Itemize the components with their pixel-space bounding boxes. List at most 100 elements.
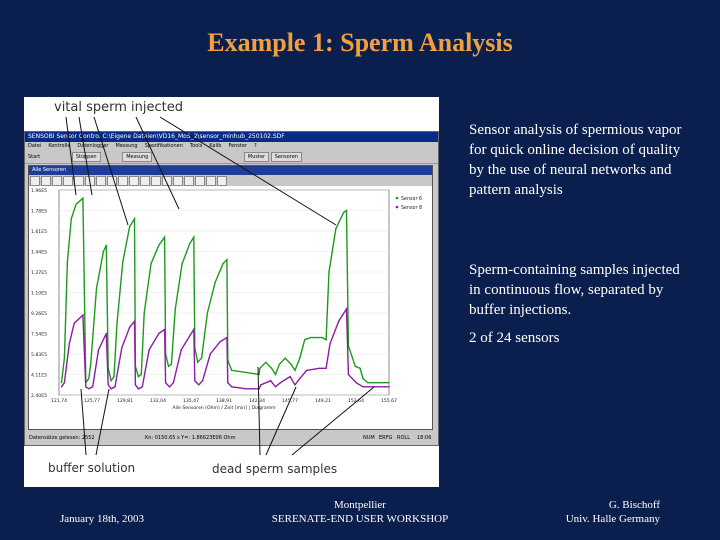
data-point <box>113 375 115 378</box>
chart-tool-icon[interactable] <box>85 176 95 186</box>
chart-tool-icon[interactable] <box>151 176 161 186</box>
data-point <box>193 236 195 238</box>
stop-button[interactable]: Stoppen <box>71 151 101 162</box>
data-point <box>258 388 260 390</box>
menu-item[interactable]: Messung <box>115 143 138 149</box>
data-point <box>226 336 228 339</box>
chart-tool-icon[interactable] <box>107 176 117 186</box>
chart-tool-icon[interactable] <box>140 176 150 186</box>
y-tick-label: 9.26E5 <box>31 311 47 317</box>
body-paragraph-1: Sensor analysis of spermious vapor for q… <box>469 122 682 198</box>
data-point <box>289 375 291 378</box>
status-roll: ROLL <box>397 435 410 441</box>
x-tick-label: 152,64 <box>348 398 364 404</box>
menu-item[interactable]: Datenlogger <box>77 143 109 149</box>
chart-tool-icon[interactable] <box>41 176 51 186</box>
data-point <box>325 367 327 369</box>
data-point <box>174 308 176 310</box>
data-point <box>209 353 211 355</box>
data-point <box>362 377 364 380</box>
data-point <box>299 377 301 380</box>
data-point <box>158 332 160 335</box>
chart-tool-icon[interactable] <box>96 176 106 186</box>
data-point <box>265 361 267 363</box>
x-tick-label: 121,74 <box>51 398 67 404</box>
data-point <box>133 320 136 322</box>
menu-item[interactable]: Spezifikationen <box>144 143 183 149</box>
chart-tool-icon[interactable] <box>162 176 172 186</box>
data-point <box>274 373 277 376</box>
chart-tool-icon[interactable] <box>217 176 227 186</box>
data-point <box>278 363 281 365</box>
data-point <box>158 244 160 246</box>
menu-item[interactable]: Kalib <box>209 143 222 149</box>
data-point <box>198 384 200 386</box>
chart-tool-icon[interactable] <box>206 176 216 186</box>
data-point <box>274 386 277 388</box>
chart-tool-icon[interactable] <box>173 176 183 186</box>
data-point <box>338 320 340 322</box>
chart-tool-icon[interactable] <box>129 176 139 186</box>
menu-item[interactable]: Datei <box>28 143 42 149</box>
data-point <box>342 211 345 214</box>
data-point <box>226 259 228 261</box>
chart-tool-icon[interactable] <box>52 176 62 186</box>
data-point <box>60 382 63 384</box>
data-point <box>347 373 350 376</box>
data-point <box>88 388 90 390</box>
sensor-chart: 1.96E5 1.78E5 1.61E5 1.44E5 1.27E5 1.10E5 9.26… <box>31 188 422 411</box>
data-point <box>222 263 224 265</box>
chart-tool-icon[interactable] <box>195 176 205 186</box>
menu-item[interactable]: ? <box>253 143 257 149</box>
status-cursor: Kn: 0150.65 s Y=: 1.86623E06 Ohm <box>145 435 236 441</box>
series-line-2 <box>60 306 389 390</box>
menu-item[interactable]: Fenster <box>228 143 247 149</box>
chart-tool-icon[interactable] <box>184 176 194 186</box>
footer-author: G. Bischoff <box>608 499 660 511</box>
data-point <box>82 314 84 316</box>
data-point <box>168 386 171 388</box>
sensoren-button[interactable]: Sensoren <box>270 151 302 162</box>
data-point <box>85 386 87 388</box>
x-tick-label: 132,04 <box>150 398 166 404</box>
data-point <box>121 347 123 349</box>
data-point <box>143 312 145 314</box>
data-point <box>304 339 306 341</box>
data-point <box>362 386 364 388</box>
slide-title: Example 1: Sperm Analysis <box>207 28 513 57</box>
data-point <box>245 388 247 390</box>
data-point <box>193 328 195 331</box>
footer-date: January 18th, 2003 <box>60 513 145 525</box>
data-point <box>381 386 384 388</box>
muster-button[interactable]: Muster <box>243 151 270 162</box>
footer-workshop: SERENATE-END USER WORKSHOP <box>271 513 449 525</box>
data-point <box>231 386 233 388</box>
data-point <box>354 365 356 367</box>
y-tick-label: 1.10E5 <box>31 291 47 297</box>
y-tick-label: 1.61E5 <box>31 229 47 235</box>
legend-marker <box>395 205 399 209</box>
measurement-field[interactable]: Messung <box>122 151 153 162</box>
inner-window-title: Alle Sensoren <box>29 166 432 175</box>
data-point <box>345 209 348 212</box>
x-tick-label: 129,81 <box>117 398 133 404</box>
data-point <box>227 382 229 384</box>
screenshot-figure: vital sperm injected SENSOBI Sensor Cont… <box>24 97 439 487</box>
data-point <box>150 263 152 265</box>
menu-item[interactable]: Tools <box>189 143 203 149</box>
menu-item[interactable]: Kontrolle <box>48 143 71 149</box>
data-point <box>105 244 108 246</box>
chart-tool-icon[interactable] <box>30 176 40 186</box>
chart-tool-icon[interactable] <box>74 176 84 186</box>
data-point <box>63 382 66 384</box>
chart-tool-icon[interactable] <box>118 176 128 186</box>
data-point <box>107 384 109 386</box>
data-point <box>284 357 286 359</box>
data-point <box>305 369 308 372</box>
chart-tool-icon[interactable] <box>63 176 73 186</box>
data-point <box>110 388 112 390</box>
data-point <box>258 373 260 376</box>
x-tick-label: 125,77 <box>84 398 100 404</box>
data-point <box>214 281 216 283</box>
data-point <box>170 363 173 365</box>
